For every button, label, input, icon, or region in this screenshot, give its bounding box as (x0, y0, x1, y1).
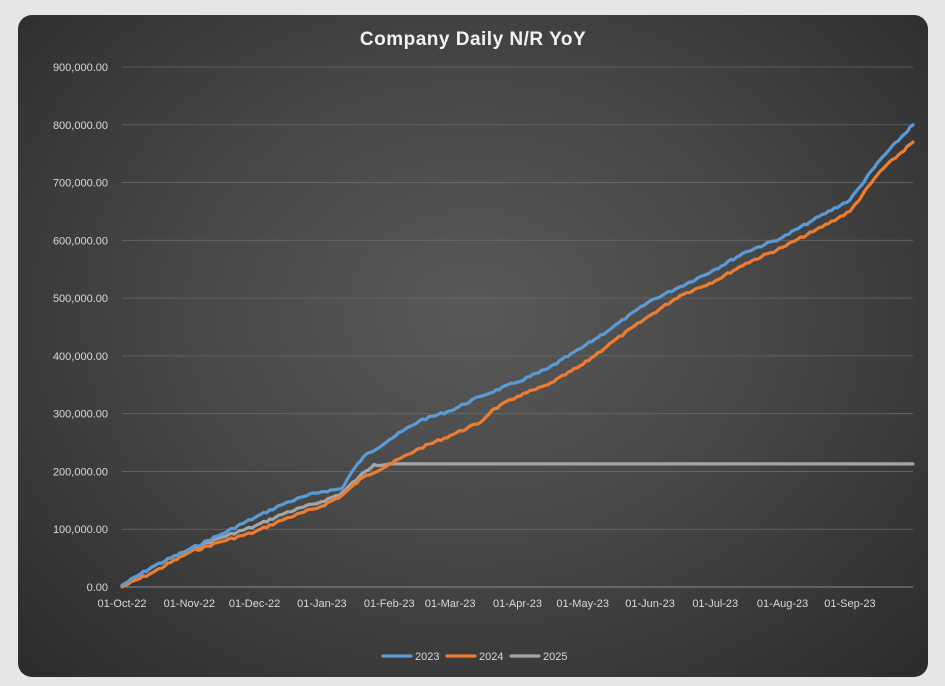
x-tick-label: 01-Mar-23 (425, 598, 476, 610)
x-tick-label: 01-Nov-22 (164, 598, 215, 610)
legend-label: 2024 (479, 651, 503, 663)
y-tick-label: 300,000.00 (53, 409, 108, 421)
legend: 2023 2024 2025 (381, 651, 567, 663)
y-axis-ticks: 0.00 100,000.00 200,000.00 300,000.00 400,00… (53, 62, 108, 594)
y-tick-label: 100,000.00 (53, 524, 108, 536)
y-tick-label: 900,000.00 (53, 62, 108, 74)
line-chart: Company Daily N/R YoY 0.00 100,000.00 200,… (53, 29, 915, 663)
x-tick-label: 01-Jan-23 (297, 598, 347, 610)
x-tick-label: 01-Feb-23 (364, 598, 415, 610)
series-line-2024 (120, 140, 915, 589)
x-tick-label: 01-May-23 (556, 598, 609, 610)
series-line-2025 (120, 462, 915, 588)
x-tick-label: 01-Dec-22 (229, 598, 280, 610)
chart-title: Company Daily N/R YoY (360, 29, 586, 50)
x-tick-label: 01-Sep-23 (824, 598, 875, 610)
grid-lines (122, 66, 913, 530)
x-axis-ticks: 01-Oct-22 01-Nov-22 01-Dec-22 01-Jan-23 01-F… (98, 598, 876, 610)
y-tick-label: 700,000.00 (53, 178, 108, 190)
x-tick-label: 01-Oct-22 (98, 598, 147, 610)
legend-label: 2023 (415, 651, 439, 663)
y-tick-label: 500,000.00 (53, 293, 108, 305)
legend-label: 2025 (543, 651, 567, 663)
y-tick-label: 200,000.00 (53, 466, 108, 478)
x-tick-label: 01-Apr-23 (493, 598, 542, 610)
y-tick-label: 800,000.00 (53, 120, 108, 132)
x-tick-label: 01-Jun-23 (625, 598, 675, 610)
x-tick-label: 01-Jul-23 (692, 598, 738, 610)
chart-card: Company Daily N/R YoY 0.00 100,000.00 200,… (18, 15, 928, 677)
y-tick-label: 0.00 (87, 582, 108, 594)
series-line-2023 (120, 123, 915, 587)
series-lines (120, 123, 915, 589)
y-tick-label: 600,000.00 (53, 235, 108, 247)
x-tick-label: 01-Aug-23 (757, 598, 808, 610)
y-tick-label: 400,000.00 (53, 351, 108, 363)
